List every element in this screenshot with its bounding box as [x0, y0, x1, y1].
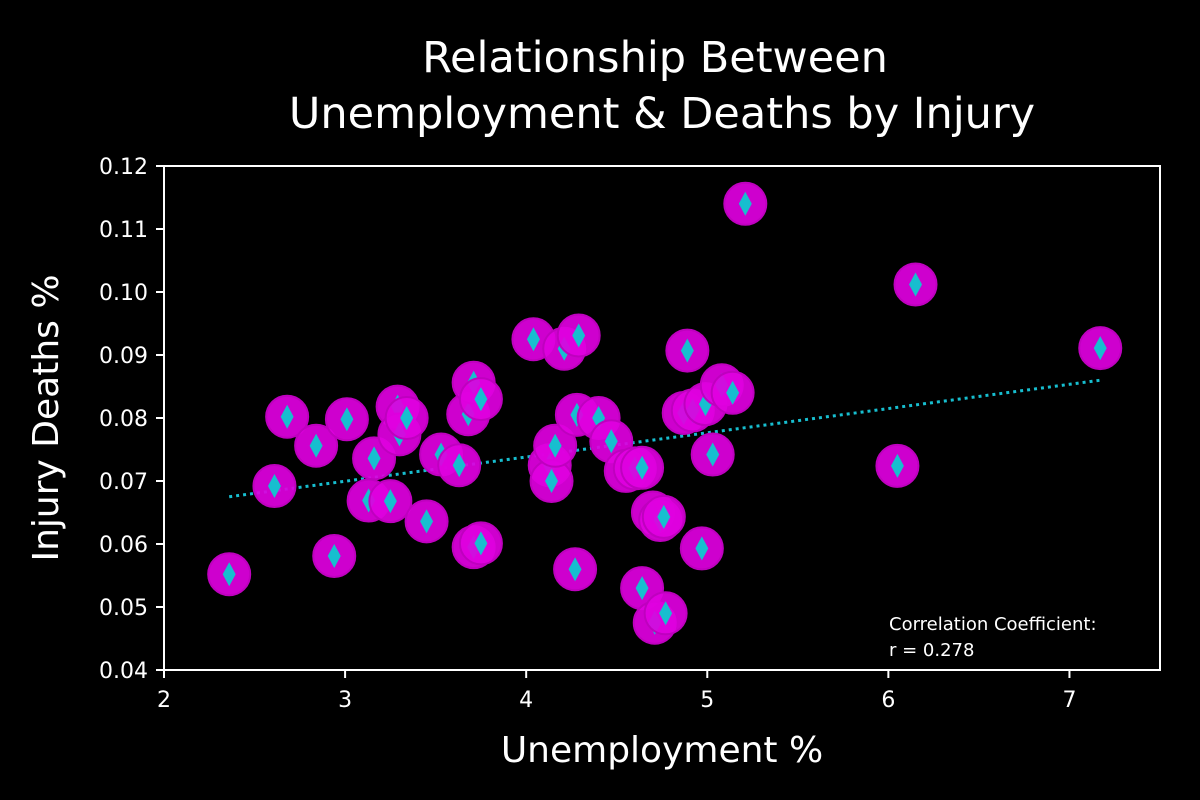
data-point-diamond: [367, 446, 381, 471]
data-point: [437, 443, 482, 488]
data-point: [893, 262, 938, 307]
x-tick-label: 4: [519, 688, 533, 713]
x-tick-label: 7: [1062, 688, 1076, 713]
correlation-label: Correlation Coefficient:: [889, 614, 1097, 635]
data-point: [553, 547, 598, 592]
data-point: [710, 370, 755, 415]
y-tick-label: 0.07: [99, 470, 148, 495]
data-point: [312, 533, 357, 578]
y-tick-label: 0.04: [99, 659, 148, 684]
data-point-diamond: [657, 504, 671, 529]
data-point: [1078, 326, 1123, 371]
data-point: [324, 397, 369, 442]
y-axis-label: Injury Deaths %: [26, 274, 67, 561]
x-tick-label: 6: [881, 688, 895, 713]
data-point-diamond: [327, 543, 341, 568]
data-point-diamond: [267, 474, 281, 499]
x-tick-label: 5: [700, 688, 714, 713]
data-point-diamond: [726, 380, 740, 405]
data-point-diamond: [309, 433, 323, 458]
x-tick-label: 2: [157, 688, 171, 713]
data-point: [207, 552, 252, 597]
data-point: [368, 479, 413, 524]
data-point: [252, 464, 297, 509]
data-point-diamond: [890, 453, 904, 478]
data-point: [458, 377, 503, 422]
data-point: [875, 443, 920, 488]
y-tick-label: 0.11: [99, 218, 148, 243]
correlation-value: r = 0.278: [889, 640, 974, 661]
data-point-diamond: [909, 272, 923, 297]
y-tick-label: 0.10: [99, 281, 148, 306]
plot-area: [207, 181, 1123, 645]
data-point-diamond: [635, 455, 649, 480]
data-point-diamond: [452, 453, 466, 478]
data-point: [723, 181, 768, 226]
data-point-diamond: [548, 433, 562, 458]
data-point-diamond: [222, 562, 236, 587]
data-point-diamond: [526, 327, 540, 352]
data-point-diamond: [400, 406, 414, 430]
data-point: [665, 328, 710, 373]
data-point: [265, 394, 310, 439]
data-point-diamond: [659, 601, 673, 626]
data-point-diamond: [340, 407, 354, 432]
data-point: [641, 494, 686, 539]
chart-title-line-2: Unemployment & Deaths by Injury: [289, 89, 1035, 139]
axis-ticks: 2 3 4 5 6 7 0.04 0.05 0.06 0.07 0.08 0.09 0.10 0.11 0.…: [99, 155, 1076, 713]
y-tick-label: 0.12: [99, 155, 148, 180]
data-point-diamond: [680, 338, 694, 363]
data-point: [533, 423, 578, 468]
data-point-diamond: [695, 536, 709, 561]
data-point-diamond: [738, 191, 752, 216]
data-point: [620, 445, 665, 490]
data-point-diamond: [545, 469, 559, 493]
data-point-diamond: [635, 576, 649, 601]
data-point: [384, 396, 429, 440]
data-point-diamond: [706, 442, 720, 467]
data-point: [556, 313, 601, 358]
data-point-diamond: [1093, 336, 1107, 361]
data-point-diamond: [383, 489, 397, 514]
data-point: [643, 591, 688, 636]
x-axis-label: Unemployment %: [501, 730, 823, 771]
y-tick-label: 0.08: [99, 407, 148, 432]
data-point-diamond: [280, 404, 294, 429]
data-point: [690, 432, 735, 477]
y-tick-label: 0.09: [99, 344, 148, 369]
data-point: [404, 499, 449, 544]
data-point-diamond: [604, 429, 618, 454]
data-point: [679, 526, 724, 571]
data-point-diamond: [572, 323, 586, 348]
y-tick-label: 0.06: [99, 533, 148, 558]
chart-title-line-1: Relationship Between: [422, 33, 888, 83]
y-tick-label: 0.05: [99, 596, 148, 621]
data-point-diamond: [420, 509, 434, 534]
trend-line: [228, 378, 1101, 499]
data-point-diamond: [474, 387, 488, 412]
data-point-diamond: [568, 557, 582, 582]
data-point: [294, 423, 339, 468]
data-point: [458, 521, 503, 566]
x-tick-label: 3: [338, 688, 352, 713]
data-point-diamond: [474, 531, 488, 556]
